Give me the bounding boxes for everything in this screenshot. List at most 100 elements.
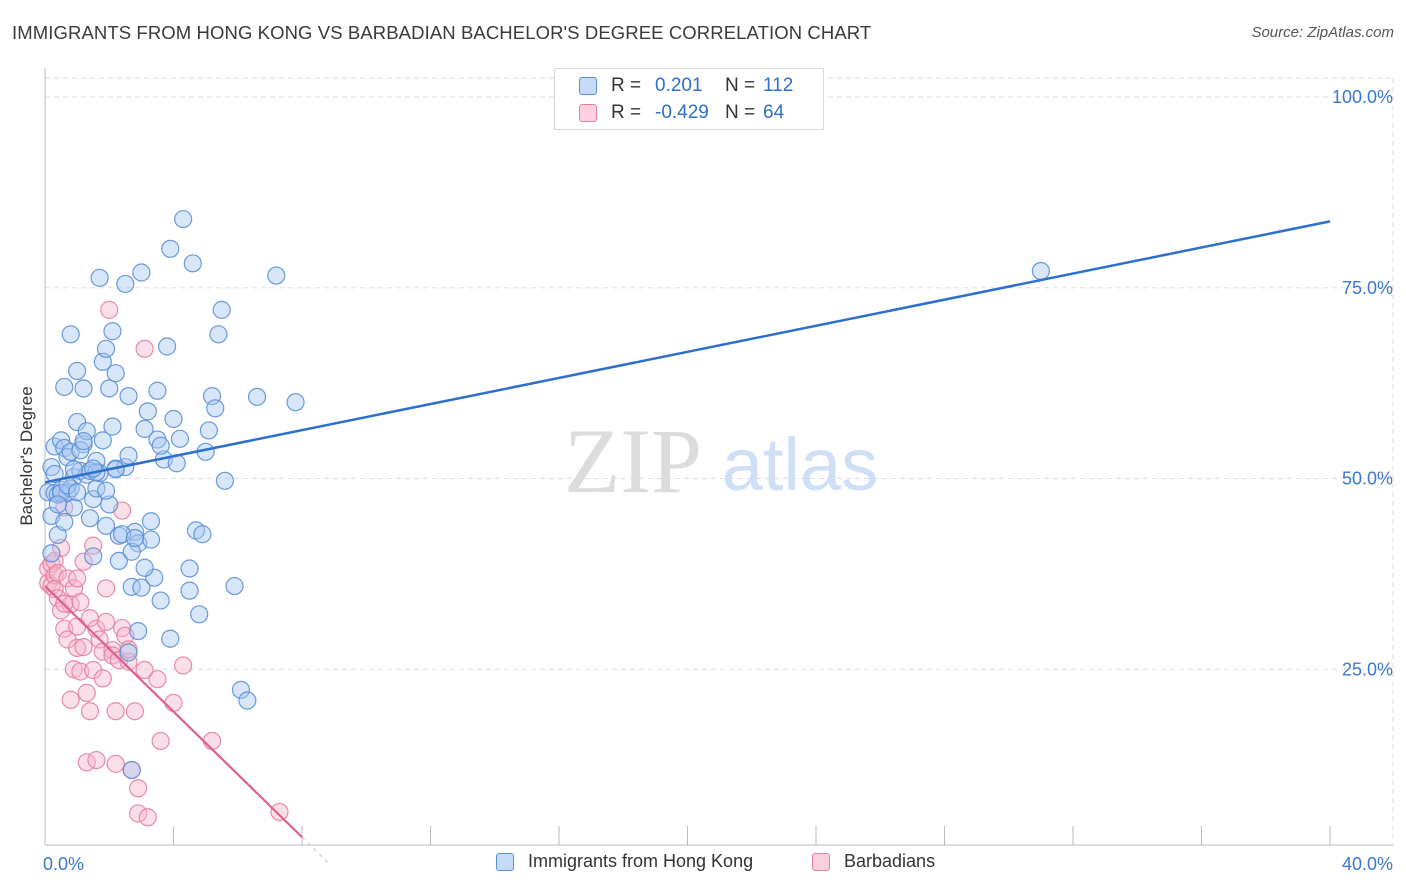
hong-kong-point: [141, 512, 161, 531]
hong-kong-point: [96, 481, 116, 500]
barbadians-point: [129, 804, 148, 823]
hong-kong-point: [190, 605, 209, 624]
hong-kong-point: [80, 509, 100, 528]
hong-kong-point: [157, 337, 177, 356]
hong-kong-trend-line: [44, 220, 1331, 484]
hong-kong-points: [39, 209, 1050, 780]
hong-kong-point: [138, 402, 157, 421]
barbadians-point: [48, 564, 67, 583]
axes: [44, 68, 1393, 846]
hong-kong-point: [122, 542, 141, 561]
hong-kong-point: [90, 268, 109, 287]
legend-n-label: N =: [725, 75, 756, 96]
legend-r-label: R =: [611, 102, 642, 123]
hong-kong-point: [238, 691, 257, 710]
hong-kong-point: [199, 421, 218, 440]
legend-row-barbadians: R = -0.429 N = 64: [579, 100, 784, 126]
hong-kong-point: [148, 381, 167, 400]
hong-kong-point: [132, 578, 151, 597]
hong-kong-point: [55, 377, 74, 397]
barbadians-point: [135, 339, 154, 358]
hong-kong-point: [84, 547, 103, 566]
legend-n-value: 112: [763, 75, 794, 96]
hong-kong-point: [247, 387, 267, 406]
barbadians-point: [42, 554, 61, 574]
barbadians-point: [103, 641, 122, 660]
hong-kong-point: [122, 577, 141, 596]
hong-kong-point: [231, 680, 251, 699]
hong-kong-point: [161, 629, 180, 648]
hong-kong-point: [141, 530, 161, 549]
hong-kong-point: [119, 643, 138, 662]
hong-kong-point: [151, 591, 170, 610]
hong-kong-point: [103, 417, 122, 436]
legend-r-value: 0.201: [655, 75, 703, 96]
barbadians-point: [74, 552, 93, 571]
hong-kong-point: [132, 263, 151, 282]
hong-kong-point: [68, 361, 87, 381]
hong-kong-point: [64, 460, 84, 479]
legend-label-hong-kong: Immigrants from Hong Kong: [528, 851, 754, 871]
legend-swatch-pink: [579, 104, 597, 122]
series-legend: Immigrants from Hong Kong Barbadians: [0, 851, 1406, 879]
barbadians-point: [77, 683, 96, 703]
hong-kong-point: [161, 239, 180, 258]
watermark-atlas: atlas: [722, 423, 878, 506]
y-tick-label: 100.0%: [1332, 87, 1393, 107]
legend-swatch-blue: [579, 77, 597, 95]
hong-kong-point: [96, 516, 116, 535]
barbadians-trend-extension: [301, 836, 329, 863]
barbadians-point: [58, 569, 77, 588]
trend-lines: [44, 220, 1331, 863]
hong-kong-point: [74, 379, 93, 398]
hong-kong-point: [61, 325, 80, 344]
barbadians-point: [138, 808, 157, 827]
legend-n-label: N =: [725, 102, 756, 123]
hong-kong-point: [174, 209, 193, 229]
barbadians-point: [270, 802, 289, 822]
hong-kong-point: [267, 266, 286, 285]
legend-item-barbadians[interactable]: Barbadians: [812, 851, 935, 872]
hong-kong-point: [215, 471, 234, 490]
barbadians-point: [125, 702, 145, 721]
hong-kong-point: [100, 379, 119, 398]
barbadians-point: [151, 731, 170, 751]
legend-swatch-blue: [496, 852, 514, 871]
barbadians-point: [80, 702, 100, 721]
hong-kong-point: [170, 429, 190, 448]
legend-n-value: 64: [763, 102, 785, 123]
hong-kong-point: [51, 483, 71, 503]
barbadians-point: [129, 779, 148, 798]
legend-r-label: R =: [611, 75, 642, 96]
hong-kong-point: [193, 525, 212, 544]
barbadians-point: [74, 638, 93, 657]
barbadians-point: [100, 300, 119, 319]
barbadians-point: [61, 690, 80, 709]
hong-kong-point: [180, 581, 199, 600]
hong-kong-point: [48, 495, 67, 514]
hong-kong-point: [164, 409, 183, 429]
legend-item-hong-kong[interactable]: Immigrants from Hong Kong: [496, 851, 753, 872]
hong-kong-point: [96, 339, 116, 358]
hong-kong-point: [209, 325, 228, 344]
hong-kong-point: [225, 576, 244, 596]
stats-legend: R = 0.201 N = 112 R = -0.429 N = 64: [554, 68, 824, 130]
grid-lines: [45, 77, 1394, 845]
legend-row-hong-kong: R = 0.201 N = 112: [579, 73, 793, 99]
barbadians-point: [96, 612, 116, 632]
hong-kong-point: [68, 483, 87, 502]
barbadians-point: [148, 670, 167, 689]
barbadians-points: [39, 300, 289, 827]
hong-kong-point: [109, 551, 128, 571]
barbadians-point: [87, 750, 106, 770]
barbadians-point: [93, 669, 112, 688]
y-tick-label: 50.0%: [1342, 469, 1393, 489]
barbadians-point: [202, 731, 222, 751]
barbadians-point: [106, 754, 125, 773]
barbadians-point: [174, 656, 193, 675]
hong-kong-point: [106, 364, 125, 383]
hong-kong-point: [206, 399, 225, 418]
y-tick-labels: 25.0% 50.0% 75.0% 100.0%: [1332, 87, 1393, 679]
hong-kong-point: [212, 300, 231, 319]
